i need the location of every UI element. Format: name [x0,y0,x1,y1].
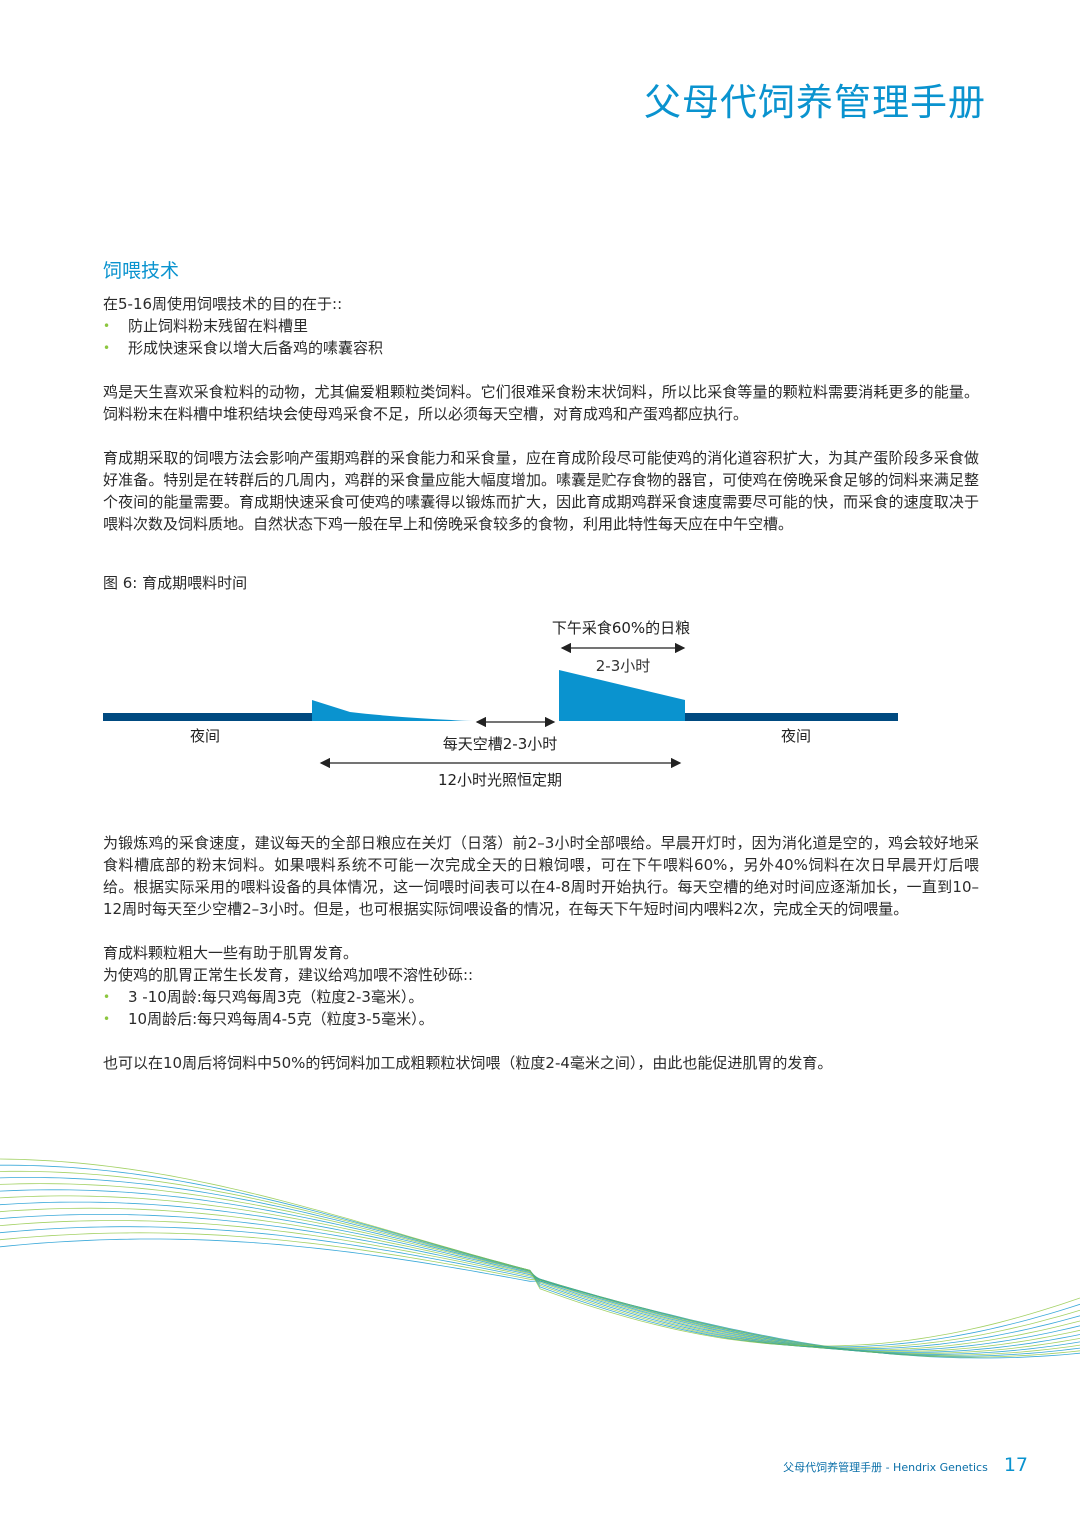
page-number: 17 [1003,1454,1028,1476]
footer-text: 父母代饲养管理手册 - Hendrix Genetics [783,1461,988,1474]
afternoon-feed-shape [559,670,685,721]
list-item: 3 -10周龄:每只鸡每周3克（粒度2-3毫米）。 [103,986,979,1008]
text-line: 育成料颗粒粗大一些有助于肌胃发育。 [103,944,359,962]
empty-label: 每天空槽2-3小时 [443,735,558,753]
figure-caption: 图 6: 育成期喂料时间 [103,574,248,592]
paragraph: 鸡是天生喜欢采食粒料的动物，尤其偏爱粗颗粒类饲料。它们很难采食粉末状饲料，所以比… [103,383,979,423]
night-bar-left [103,713,313,721]
feeding-time-diagram: 下午采食60%的日粮 2-3小时 夜间 夜间 每天空槽2-3小时 12小时光照恒… [103,619,898,789]
wave-line [0,1164,1080,1348]
wave-line [0,1238,1080,1359]
bullet-list: 防止饲料粉末残留在料槽里 形成快速采食以增大后备鸡的嗉囊容积 [103,315,979,359]
list-item: 形成快速采食以增大后备鸡的嗉囊容积 [103,337,979,359]
wave-line [0,1195,1080,1352]
wave-line [0,1220,1080,1356]
duration-label: 2-3小时 [596,657,651,675]
text-line: 为使鸡的肌胃正常生长发育，建议给鸡加喂不溶性砂砾:: [103,966,474,984]
paragraph: 育成期采取的饲喂方法会影响产蛋期鸡群的采食能力和采食量，应在育成阶段尽可能使鸡的… [103,449,979,533]
wave-line [0,1189,1080,1351]
paragraph: 也可以在10周后将饲料中50%的钙饲料加工成粗颗粒状饲喂（粒度2-4毫米之间），… [103,1054,833,1072]
wave-line [0,1214,1080,1355]
list-item: 防止饲料粉末残留在料槽里 [103,315,979,337]
footer: 父母代饲养管理手册 - Hendrix Genetics 17 [783,1454,1028,1476]
morning-feed-shape [312,700,475,721]
bullet-list: 3 -10周龄:每只鸡每周3克（粒度2-3毫米）。 10周龄后:每只鸡每周4-5… [103,986,979,1030]
list-item: 10周龄后:每只鸡每周4-5克（粒度3-5毫米）。 [103,1008,979,1030]
wave-line [0,1201,1080,1353]
intro-text: 在5-16周使用饲喂技术的目的在于:: [103,295,343,313]
wave-line [0,1177,1080,1350]
wave-line [0,1226,1080,1357]
decorative-waves [0,1158,1080,1359]
afternoon-label: 下午采食60%的日粮 [552,619,690,637]
wave-line [0,1232,1080,1358]
section-recommendations: 为锻炼鸡的采食速度，建议每天的全部日粮应在关灯（日落）前2–3小时全部喂给。早晨… [103,832,979,1074]
wave-line [0,1170,1080,1349]
paragraph: 为锻炼鸡的采食速度，建议每天的全部日粮应在关灯（日落）前2–3小时全部喂给。早晨… [103,834,979,918]
night-bar-right [685,713,898,721]
wave-line [0,1158,1080,1347]
light-period-label: 12小时光照恒定期 [438,771,562,789]
page-title: 父母代饲养管理手册 [644,81,986,124]
night-label-left: 夜间 [190,727,220,745]
section-heading: 饲喂技术 [103,260,180,282]
section-feeding: 饲喂技术 在5-16周使用饲喂技术的目的在于:: 防止饲料粉末残留在料槽里 形成… [103,256,979,535]
wave-line [0,1183,1080,1351]
night-label-right: 夜间 [781,727,811,745]
